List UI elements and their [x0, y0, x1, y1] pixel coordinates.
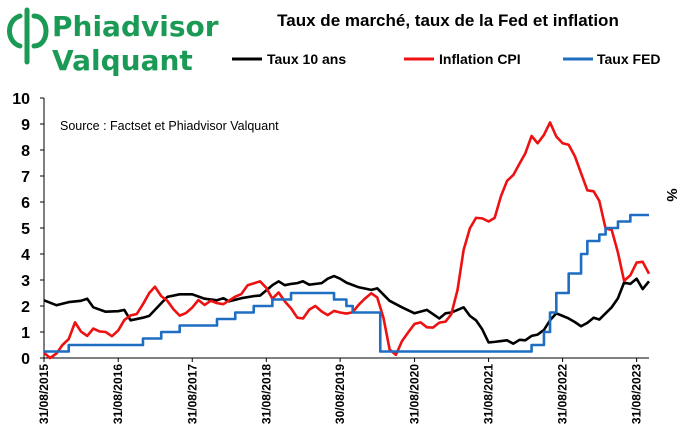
y-tick-label: 7	[21, 169, 30, 186]
x-tick-label: 31/08/2015	[37, 364, 51, 424]
x-tick-label: 31/08/2017	[185, 364, 199, 424]
y-tick-label: 3	[21, 273, 30, 290]
series-line-taux-fed	[44, 213, 649, 353]
chart-title: Taux de marché, taux de la Fed et inflat…	[277, 11, 619, 30]
phiadvisor-logo: Phiadvisor Valquant	[7, 7, 219, 77]
x-tick-label: 31/08/2022	[556, 364, 570, 424]
y-tick-label: 2	[21, 299, 30, 316]
y-axis-ticks: 0 1 2 3 4 5 6 7 8 9 10	[12, 91, 44, 368]
y-tick-label: 4	[21, 247, 30, 264]
x-tick-label: 31/08/2023	[630, 364, 644, 424]
phi-logo-icon	[7, 7, 49, 65]
logo-line-1: Phiadvisor	[52, 10, 219, 43]
y-tick-label: 1	[21, 325, 30, 342]
legend-label-inflation-cpi: Inflation CPI	[439, 51, 521, 67]
series-lines	[43, 121, 651, 360]
y-tick-label: 9	[21, 117, 30, 134]
series-line-taux-10-ans	[43, 274, 651, 345]
source-note: Source : Factset et Phiadvisor Valquant	[60, 119, 279, 133]
x-tick-label: 30/08/2019	[333, 364, 347, 424]
y-tick-label: 0	[21, 351, 30, 368]
legend-item-inflation-cpi: Inflation CPI	[404, 51, 521, 67]
y-axis-unit-label: %	[663, 188, 680, 201]
y-tick-label: 8	[21, 143, 30, 160]
x-tick-label: 31/08/2016	[111, 364, 125, 424]
logo-line-2: Valquant	[52, 44, 193, 77]
legend: Taux 10 ans Inflation CPI Taux FED	[232, 51, 661, 67]
y-tick-label: 10	[12, 91, 30, 108]
y-tick-label: 5	[21, 221, 30, 238]
y-tick-label: 6	[21, 195, 30, 212]
legend-item-taux-fed: Taux FED	[563, 51, 661, 67]
legend-item-taux-10-ans: Taux 10 ans	[232, 51, 346, 67]
x-tick-label: 31/08/2018	[259, 364, 273, 424]
legend-label-taux-10-ans: Taux 10 ans	[267, 51, 346, 67]
series-line-inflation-cpi	[43, 121, 651, 360]
x-tick-label: 31/08/2021	[482, 364, 496, 424]
x-tick-label: 31/08/2020	[408, 364, 422, 424]
legend-label-taux-fed: Taux FED	[597, 51, 661, 67]
x-axis-ticks: 31/08/2015 31/08/2016 31/08/2017 31/08/2018…	[37, 358, 644, 424]
